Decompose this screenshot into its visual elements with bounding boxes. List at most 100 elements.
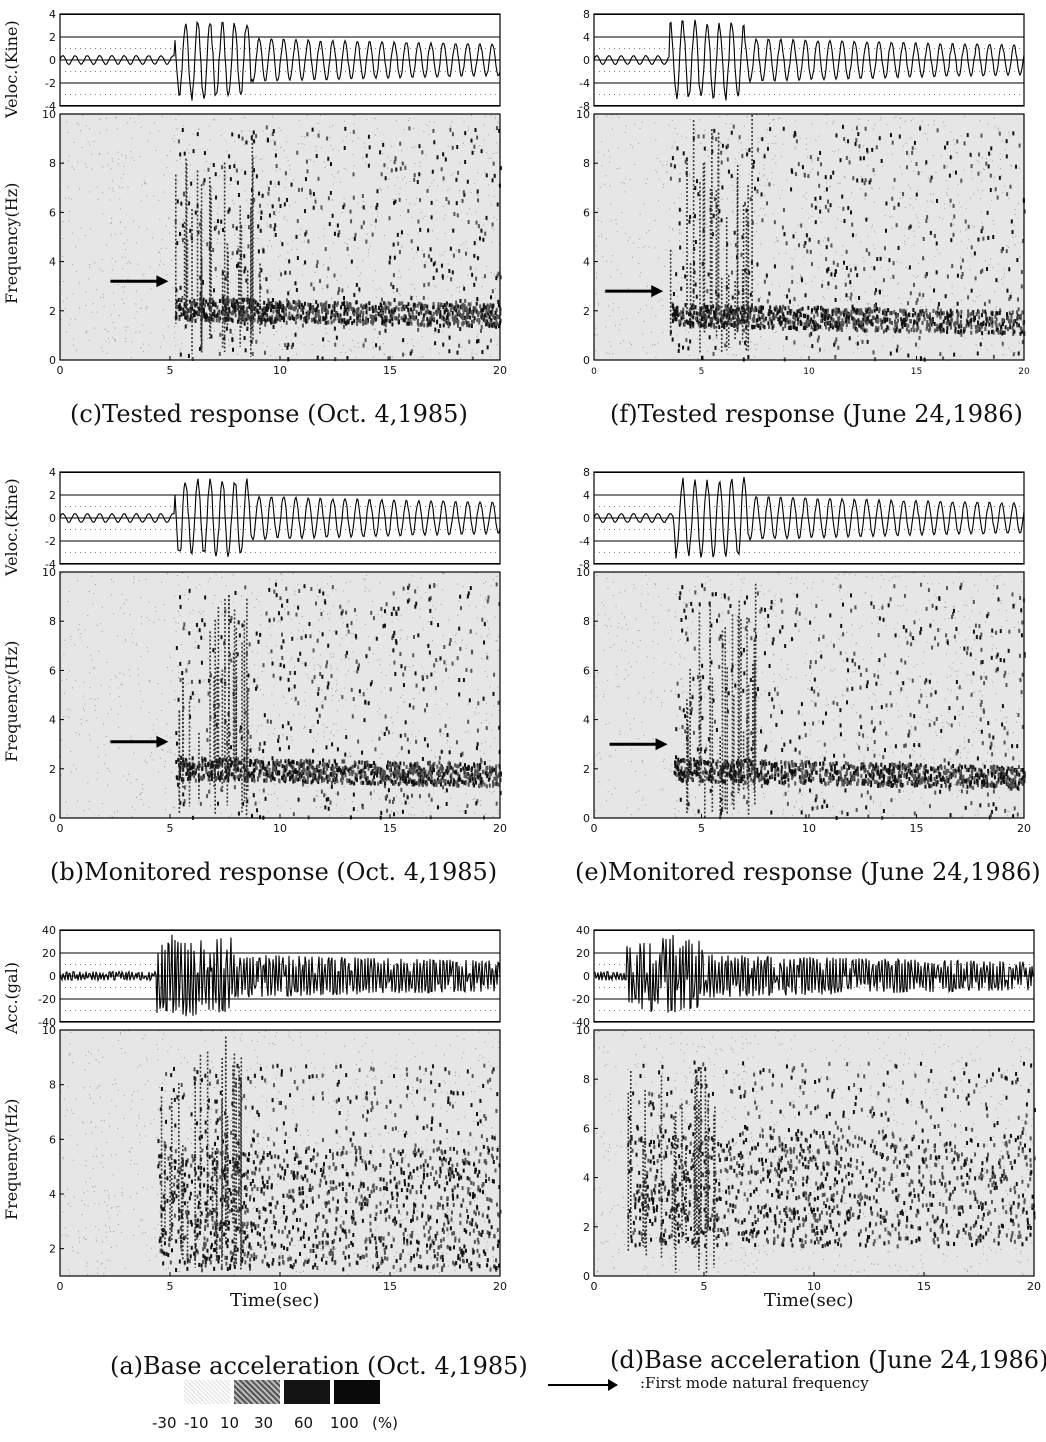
spectrogram-stipple [943,203,945,205]
spectrogram-stipple [443,218,445,220]
spectrogram-stipple [133,159,135,161]
spectrogram-stipple [166,154,168,156]
spectrogram-cell [432,128,435,133]
spectrogram-cell [671,156,674,161]
spectrogram-stipple [332,125,334,127]
spectrogram-cell [708,309,711,314]
spectrogram-cell [447,324,450,329]
spectrogram-stipple [671,147,673,149]
spectrogram-stipple [345,136,347,138]
spectrogram-cell [394,157,397,162]
spectrogram-cell [245,307,248,312]
spectrogram-stipple [138,226,140,228]
spectrogram-stipple [267,245,269,247]
spectrogram-cell [279,313,282,318]
spectrogram-cell [445,303,448,308]
spectrogram-stipple [111,217,113,219]
spectrogram-cell [835,285,838,290]
spectrogram-stipple [756,343,758,345]
spectrogram-stipple [304,312,306,314]
spectrogram-stipple [218,175,220,177]
spectrogram-stipple [774,332,776,334]
spectrogram-stipple [960,256,962,258]
spectrogram-cell [485,306,488,311]
spectrogram-stipple [173,337,175,339]
spectrogram-stipple [398,193,400,195]
spectrogram-stipple [887,316,889,318]
spectrogram-cell [758,309,761,314]
spectrogram-stipple [658,200,660,202]
spectrogram-stipple [596,116,598,118]
spectrogram-cell [202,297,205,302]
spectrogram-ytick: 8 [583,157,590,170]
spectrogram-cell [1009,325,1012,330]
spectrogram-stipple [399,236,401,238]
spectrogram-cell [908,265,911,270]
spectrogram-stipple [410,284,412,286]
spectrogram-cell [672,291,675,296]
spectrogram-stipple [967,239,969,241]
spectrogram-stipple [285,258,287,260]
spectrogram-cell [477,224,480,229]
spectrogram-stipple [101,606,103,608]
spectrogram-cell [724,320,727,325]
spectrogram-stipple [757,137,759,139]
spectrogram-cell [839,158,842,163]
spectrogram-cell [895,325,898,330]
spectrogram-cell [257,249,260,254]
spectrogram-cell [324,247,327,252]
spectrogram-cell [876,314,879,319]
spectrogram-stipple [86,331,88,333]
spectrogram-cell [1017,297,1020,302]
spectrogram-stipple [952,218,954,220]
spectrogram-cell [253,168,256,173]
spectrogram-cell [247,214,250,219]
spectrogram-stipple [893,117,895,119]
spectrogram-stipple [596,293,598,295]
spectrogram-stipple [702,189,704,191]
spectrogram-stipple [298,630,300,631]
spectrogram-cell [193,309,196,314]
spectrogram-cell [994,187,997,192]
spectrogram-cell [267,300,270,305]
spectrogram-cell [302,310,305,315]
spectrogram-stipple [410,303,412,305]
spectrogram-stipple [927,124,929,126]
spectrogram-stipple [332,183,334,185]
spectrogram-cell [807,305,810,310]
spectrogram-cell [260,320,263,325]
spectrogram-cell [383,319,386,324]
spectrogram-cell [880,322,883,327]
spectrogram-stipple [1010,292,1012,294]
spectrogram-cell [339,313,342,318]
spectrogram-stipple [105,754,107,756]
spectrogram-stipple [262,342,264,344]
spectrogram-stipple [824,237,826,239]
spectrogram-stipple [168,701,170,703]
spectrogram-cell [812,327,815,332]
spectrogram-cell [865,310,868,315]
spectrogram-stipple [235,180,237,182]
spectrogram-stipple [96,186,98,188]
spectrogram-cell [692,315,695,320]
spectrogram-cell [312,308,315,313]
spectrogram-stipple [411,248,413,250]
spectrogram-cell [867,306,870,311]
spectrogram-stipple [411,147,413,149]
spectrogram-cell [254,300,257,305]
spectrogram-cell [721,316,724,321]
spectrogram-stipple [85,163,87,165]
spectrogram-cell [783,232,786,237]
spectrogram-cell [1008,267,1011,272]
spectrogram-stipple [746,350,748,352]
spectrogram-cell [1008,296,1011,301]
spectrogram-cell [467,321,470,326]
spectrogram-stipple [281,349,283,351]
spectrogram-stipple [942,121,944,123]
spectrogram-cell [711,316,714,321]
spectrogram-cell [675,312,678,317]
spectrogram-cell [948,173,951,178]
spectrogram-cell [915,342,918,347]
spectrogram-cell [321,309,324,314]
spectrogram-stipple [289,205,291,207]
